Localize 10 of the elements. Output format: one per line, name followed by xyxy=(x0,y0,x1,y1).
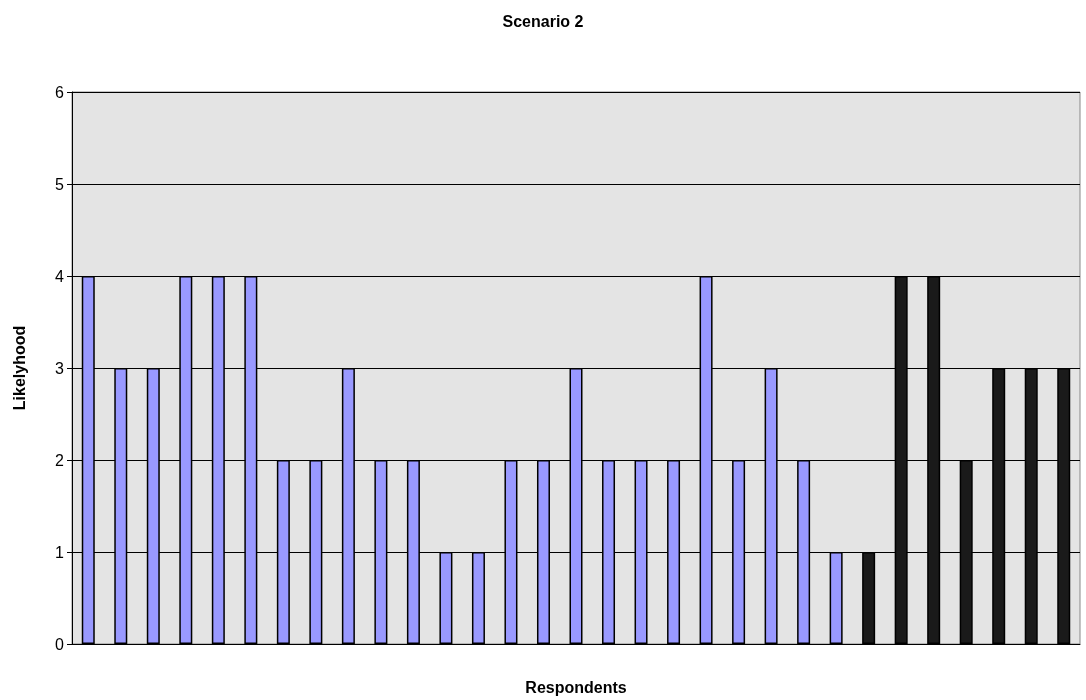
x-axis-title: Respondents xyxy=(525,678,627,696)
y-tick-label: 5 xyxy=(55,175,65,193)
y-tick-label: 1 xyxy=(55,543,65,561)
y-tick-label: 2 xyxy=(55,451,65,469)
y-tick-label: 6 xyxy=(55,83,65,101)
y-tick-label: 3 xyxy=(55,359,65,377)
y-tick-label: 0 xyxy=(55,635,65,653)
y-tick-label: 4 xyxy=(55,267,65,285)
y-axis-title: Likelyhood xyxy=(10,325,28,411)
chart-title: Scenario 2 xyxy=(502,12,584,30)
